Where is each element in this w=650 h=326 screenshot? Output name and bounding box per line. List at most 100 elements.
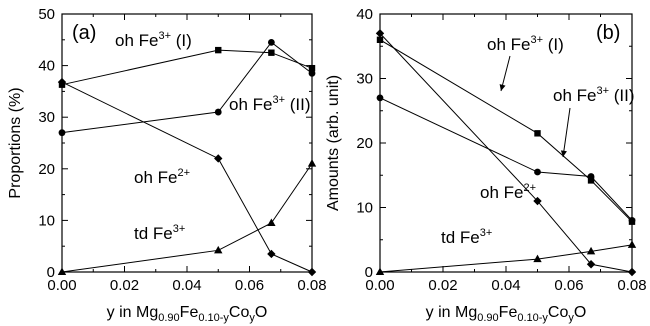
- data-point-circle: [267, 38, 275, 46]
- data-point-diamond: [627, 267, 637, 277]
- data-point-triangle: [586, 246, 596, 255]
- x-axis-title: y in Mg0.90Fe0.10-yCoyO: [426, 304, 587, 324]
- annotation-main: oh Fe: [480, 183, 523, 202]
- annotation-main: td Fe: [134, 224, 173, 243]
- panel-label: (a): [72, 22, 96, 44]
- series-annotation: oh Fe3+ (I): [487, 34, 564, 54]
- series-line: [379, 33, 633, 273]
- annotation-tail: (II): [609, 86, 635, 105]
- data-point-triangle: [375, 267, 385, 275]
- annotation-main: oh Fe: [229, 95, 272, 114]
- x-tick-label: 0.08: [617, 277, 646, 294]
- x-axis-title-main: y in Mg: [107, 304, 159, 321]
- data-point-triangle: [214, 245, 223, 254]
- x-tick-label: 0.04: [172, 277, 201, 294]
- chart-panel-a: 0.00 0.02 0.04 0.06 0.08 0 10 20 30 40 50 Proportio…: [7, 6, 327, 324]
- x-tick-label: 0.02: [110, 277, 139, 294]
- data-point-circle: [214, 108, 222, 116]
- data-point-diamond: [586, 260, 596, 269]
- annotation-sup: 2+: [177, 167, 190, 179]
- series-annotation: td Fe3+: [441, 227, 492, 247]
- x-tick-label: 0.00: [365, 277, 394, 294]
- annotation-sup: 2+: [523, 182, 536, 194]
- x-axis-title-sub3: y: [249, 312, 255, 324]
- x-tick-label: 0.00: [47, 277, 76, 294]
- x-tick-label: 0.06: [235, 277, 264, 294]
- x-tick-label: 0.04: [491, 277, 520, 294]
- series-line: [379, 97, 633, 221]
- y-tick-label: 40: [356, 6, 373, 23]
- series-annotation: td Fe3+: [134, 223, 185, 243]
- data-point-triangle: [307, 159, 317, 167]
- data-point-triangle: [267, 218, 276, 226]
- series-annotation: oh Fe3+ (II): [553, 85, 635, 105]
- series-diamond: [375, 29, 637, 277]
- x-axis-title-sub2: 0.10-y: [198, 312, 229, 324]
- x-axis-title: y in Mg0.90Fe0.10-yCoyO: [107, 304, 268, 324]
- series-line: [61, 41, 313, 134]
- data-point-square: [376, 36, 384, 43]
- series-annotation: oh Fe2+: [480, 182, 536, 202]
- x-axis-title-main: y in Mg: [426, 304, 478, 321]
- annotation-arrowhead: [499, 84, 506, 91]
- data-point-diamond: [533, 196, 542, 206]
- data-point-triangle: [57, 267, 67, 275]
- data-point-diamond: [214, 154, 223, 163]
- annotation-sup: 3+: [158, 30, 171, 42]
- series-line: [379, 39, 633, 223]
- data-point-circle: [58, 129, 66, 137]
- x-axis-title-end: O: [255, 304, 267, 321]
- data-point-diamond: [57, 77, 67, 87]
- series-line: [379, 244, 633, 273]
- x-tick-label: 0.06: [554, 277, 583, 294]
- data-point-diamond: [307, 267, 317, 277]
- data-point-square: [534, 130, 541, 137]
- y-tick-label: 30: [356, 71, 373, 88]
- annotation-sup: 3+: [530, 34, 543, 46]
- x-tick-label: 0.02: [428, 277, 457, 294]
- data-point-circle: [587, 173, 595, 180]
- annotation-tail: (I): [171, 31, 192, 50]
- data-point-square: [308, 64, 316, 72]
- annotation-main: td Fe: [441, 228, 480, 247]
- series-triangle: [375, 240, 637, 275]
- y-tick-label: 20: [356, 135, 373, 152]
- series-triangle: [57, 159, 317, 275]
- series-annotation: oh Fe3+ (I): [115, 30, 192, 50]
- x-tick-label: 0.08: [297, 277, 326, 294]
- annotation-arrowhead: [560, 150, 567, 157]
- data-point-diamond: [375, 29, 385, 38]
- series-annotation: oh Fe2+: [134, 167, 190, 187]
- annotation-tail: (I): [543, 35, 564, 54]
- panel-label: (b): [596, 22, 620, 44]
- annotation-main: oh Fe: [115, 31, 158, 50]
- annotation-tail: (II): [285, 95, 311, 114]
- data-point-triangle: [533, 254, 542, 263]
- y-tick-label: 10: [356, 200, 373, 217]
- data-point-square: [268, 49, 275, 56]
- data-point-triangle: [627, 240, 637, 248]
- annotation-main: oh Fe: [134, 168, 177, 187]
- y-tick-label: 50: [38, 6, 55, 23]
- series-line: [61, 49, 313, 86]
- series-square: [58, 46, 316, 88]
- data-point-circle: [534, 168, 541, 176]
- series-diamond: [57, 77, 317, 277]
- x-axis-title-sub1: 0.90: [477, 312, 498, 324]
- annotation-main: oh Fe: [553, 86, 596, 105]
- data-point-square: [215, 46, 222, 54]
- annotation-arrow: [562, 107, 571, 158]
- data-point-circle: [376, 94, 384, 102]
- y-axis-title: Amounts (arb. unit): [325, 75, 342, 211]
- data-point-circle: [628, 217, 636, 224]
- data-point-diamond: [267, 249, 276, 259]
- y-axis-title: Proportions (%): [7, 87, 24, 198]
- series-circle: [58, 38, 316, 137]
- y-tick-label: 0: [47, 264, 55, 281]
- data-point-circle: [308, 69, 316, 77]
- annotation-sup: 3+: [596, 85, 609, 97]
- x-axis-title-sub2: 0.10-y: [517, 312, 548, 324]
- y-tick-label: 10: [38, 212, 55, 229]
- y-tick-label: 40: [38, 58, 55, 75]
